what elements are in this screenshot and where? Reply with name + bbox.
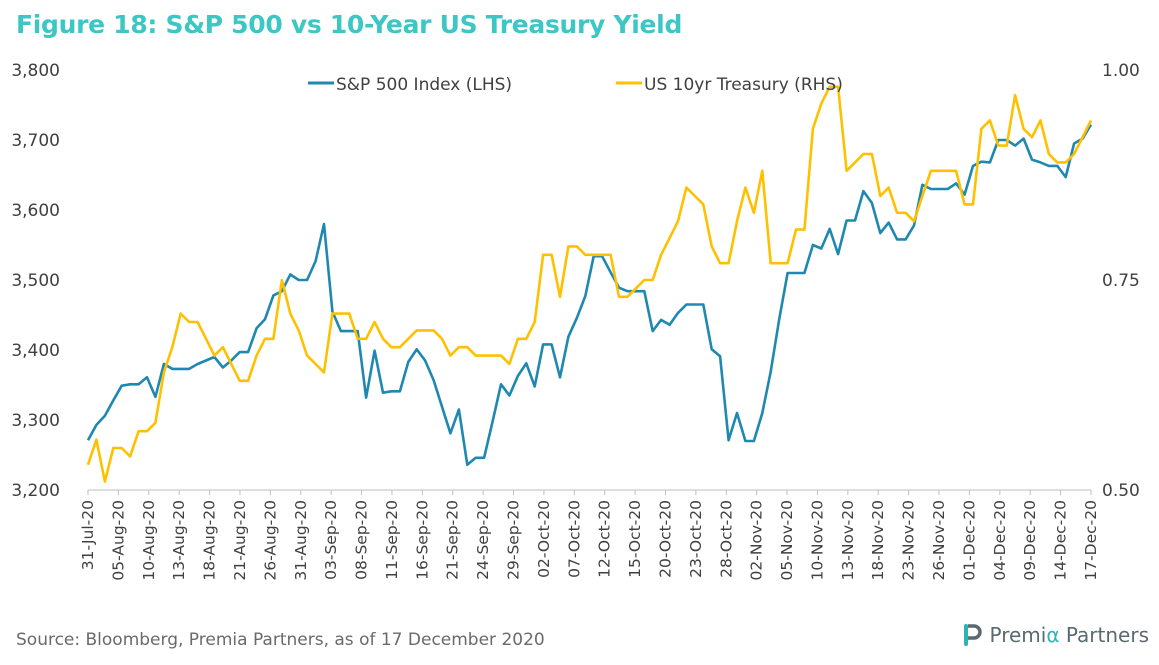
x-tick-label: 05-Aug-20 bbox=[109, 500, 127, 581]
x-tick-label: 11-Sep-20 bbox=[383, 500, 401, 580]
x-tick-label: 07-Oct-20 bbox=[565, 500, 583, 578]
brand-name: Premiα Partners bbox=[990, 623, 1150, 647]
x-tick-label: 13-Nov-20 bbox=[839, 500, 857, 580]
x-tick-label: 18-Aug-20 bbox=[201, 500, 219, 581]
x-tick-label: 28-Oct-20 bbox=[717, 500, 735, 578]
x-tick-label: 31-Jul-20 bbox=[79, 500, 97, 570]
chart-axes: 3,200 3,300 3,400 3,500 3,600 3,700 3,800 0.50 0… bbox=[11, 61, 1140, 581]
chart-legend: S&P 500 Index (LHS) US 10yr Treasury (RHS… bbox=[308, 75, 843, 95]
x-tick-label: 15-Oct-20 bbox=[626, 500, 644, 578]
x-tick-label: 14-Dec-20 bbox=[1052, 500, 1070, 581]
x-tick-label: 23-Oct-20 bbox=[687, 500, 705, 578]
x-tick-label: 02-Nov-20 bbox=[748, 500, 766, 580]
x-tick-label: 03-Sep-20 bbox=[322, 500, 340, 580]
brand-logo: Premiα Partners bbox=[962, 622, 1150, 648]
y-left-tick-label: 3,500 bbox=[11, 271, 60, 291]
y-left-tick-label: 3,200 bbox=[11, 481, 60, 501]
premia-p-logo-icon bbox=[963, 624, 982, 646]
y-left-tick-label: 3,600 bbox=[11, 201, 60, 221]
brand-name-right: Partners bbox=[1059, 623, 1149, 647]
y-right-tick-label: 0.75 bbox=[1102, 271, 1140, 291]
x-tick-label: 09-Dec-20 bbox=[1021, 500, 1039, 581]
y-left-tick-label: 3,700 bbox=[11, 131, 60, 151]
x-tick-label: 24-Sep-20 bbox=[474, 500, 492, 580]
treasury-yield-line bbox=[86, 85, 1093, 483]
x-tick-label: 17-Dec-20 bbox=[1082, 500, 1100, 581]
y-right-tick-label: 1.00 bbox=[1102, 61, 1140, 81]
y-left-tick-label: 3,800 bbox=[11, 61, 60, 81]
x-tick-label: 18-Nov-20 bbox=[869, 500, 887, 580]
x-tick-label: 20-Oct-20 bbox=[656, 500, 674, 578]
x-tick-label: 23-Nov-20 bbox=[900, 500, 918, 580]
x-tick-label: 01-Dec-20 bbox=[960, 500, 978, 581]
x-tick-label: 21-Aug-20 bbox=[231, 500, 249, 581]
legend-sp500-label: S&P 500 Index (LHS) bbox=[336, 75, 512, 95]
x-tick-label: 29-Sep-20 bbox=[505, 500, 523, 580]
chart: 3,200 3,300 3,400 3,500 3,600 3,700 3,800 0.50 0… bbox=[11, 61, 1140, 581]
x-tick-label: 13-Aug-20 bbox=[170, 500, 188, 581]
x-tick-label: 08-Sep-20 bbox=[353, 500, 371, 580]
x-tick-label: 02-Oct-20 bbox=[535, 500, 553, 578]
source-note: Source: Bloomberg, Premia Partners, as o… bbox=[16, 630, 545, 650]
x-tick-label: 05-Nov-20 bbox=[778, 500, 796, 580]
legend-treasury-label: US 10yr Treasury (RHS) bbox=[644, 75, 843, 95]
x-tick-label: 10-Aug-20 bbox=[140, 500, 158, 581]
sp500-line bbox=[86, 123, 1093, 467]
x-tick-label: 26-Nov-20 bbox=[930, 500, 948, 580]
y-right-tick-label: 0.50 bbox=[1102, 481, 1140, 501]
x-tick-label: 04-Dec-20 bbox=[991, 500, 1009, 581]
x-tick-label: 12-Oct-20 bbox=[596, 500, 614, 578]
brand-name-left: Premi bbox=[989, 623, 1047, 647]
chart-series bbox=[86, 85, 1093, 483]
x-tick-label: 26-Aug-20 bbox=[261, 500, 279, 581]
y-left-tick-label: 3,300 bbox=[11, 411, 60, 431]
x-tick-label: 31-Aug-20 bbox=[292, 500, 310, 581]
brand-name-alpha: α bbox=[1046, 623, 1060, 647]
y-left-tick-label: 3,400 bbox=[11, 341, 60, 361]
figure-title: Figure 18: S&P 500 vs 10-Year US Treasur… bbox=[16, 10, 683, 39]
x-tick-label: 16-Sep-20 bbox=[413, 500, 431, 580]
x-tick-label: 10-Nov-20 bbox=[808, 500, 826, 580]
x-tick-label: 21-Sep-20 bbox=[444, 500, 462, 580]
